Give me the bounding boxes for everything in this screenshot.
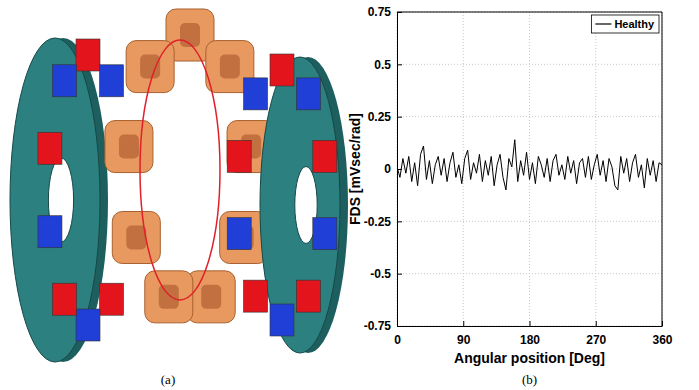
magnet: [100, 65, 124, 97]
x-tick-mark: [463, 321, 464, 326]
y-tick: 0.75: [368, 5, 402, 19]
panel-a-sketch: [10, 9, 348, 362]
magnet: [227, 140, 251, 172]
y-tick-label: 0: [384, 162, 391, 176]
y-tick-label: -0.75: [364, 319, 392, 333]
plot-marks: [397, 140, 662, 190]
grid: [397, 12, 662, 326]
y-tick-label: 0.75: [368, 5, 392, 19]
magnet: [270, 54, 294, 86]
y-axis-title: FDS [mVsec/rad]: [347, 113, 363, 225]
y-tick: 0.5: [374, 58, 402, 72]
stator-coil-core: [126, 226, 146, 250]
magnet: [244, 78, 268, 110]
y-tick-label: 0.5: [374, 58, 391, 72]
frame-top: [397, 12, 662, 13]
grid-line-y: [397, 12, 662, 13]
y-tick: 0.25: [368, 110, 402, 124]
x-tick: 270: [586, 321, 606, 347]
stator-coil-core: [140, 55, 160, 79]
x-axis-title: Angular position [Deg]: [454, 350, 605, 366]
panel-label: (b): [522, 372, 537, 387]
y-tick-mark: [397, 326, 402, 327]
legend-box: [591, 15, 659, 33]
frame-right: [662, 12, 663, 326]
grid-line-y: [397, 273, 662, 274]
y-tick: -0.75: [364, 319, 402, 333]
data-line: [397, 140, 662, 190]
magnet: [38, 216, 62, 248]
y-tick: -0.5: [370, 267, 402, 281]
magnet: [76, 39, 100, 71]
stator-coil: [105, 121, 153, 173]
x-tick: 180: [520, 321, 540, 347]
grid-line-x: [662, 12, 663, 326]
rotor-disc: [260, 57, 340, 353]
y-tick: 0: [384, 162, 402, 176]
y-tick-label: -0.5: [370, 267, 391, 281]
panel-label: (a): [161, 372, 175, 387]
magnet: [296, 78, 320, 110]
x-tick-label: 270: [586, 333, 606, 347]
magnet: [313, 218, 337, 250]
magnet: [52, 65, 76, 97]
magnet: [52, 283, 76, 315]
x-axis: 0 90 180 270 360: [394, 321, 673, 347]
stator-coil-core: [159, 285, 179, 309]
magnet: [270, 304, 294, 336]
y-tick-label: -0.25: [364, 215, 392, 229]
stator-coil-core: [201, 285, 221, 309]
legend-swatch: [595, 23, 611, 24]
legend: Healthy: [591, 15, 659, 33]
panel-b: 0 90 180 270 360 -0.75 -0.5 -0.25 0 0.25 0.5 0.75 An…: [347, 5, 673, 366]
magnet: [244, 280, 268, 312]
magnet: [38, 132, 62, 164]
x-tick: 90: [457, 321, 471, 347]
x-tick-mark: [596, 321, 597, 326]
x-tick-label: 0: [394, 333, 401, 347]
legend-label: Healthy: [614, 18, 655, 30]
figure: (a) 0 90 180 270 360 -0.75 -0.5 -0.25 0 0.25 0.5 0.7…: [0, 0, 699, 390]
magnet: [100, 283, 124, 315]
magnet: [227, 218, 251, 250]
stator-coil: [112, 212, 160, 264]
grid-line-y: [397, 64, 662, 65]
legend-item: Healthy: [595, 18, 655, 30]
y-tick-mark: [397, 274, 402, 275]
y-tick-label: 0.25: [368, 110, 392, 124]
y-axis: -0.75 -0.5 -0.25 0 0.25 0.5 0.75: [364, 5, 402, 333]
y-tick-mark: [397, 221, 402, 222]
y-tick: -0.25: [364, 215, 402, 229]
stator-coil: [187, 271, 235, 323]
x-tick-label: 180: [520, 333, 540, 347]
x-tick: 360: [652, 321, 672, 347]
rotor-disc: [10, 38, 100, 362]
y-tick-mark: [397, 117, 402, 118]
x-tick-label: 360: [652, 333, 672, 347]
y-tick-mark: [397, 64, 402, 65]
x-axis-line: [398, 326, 663, 327]
grid-line-y: [397, 116, 662, 117]
y-tick-mark: [397, 169, 402, 170]
stator-coil-core: [220, 55, 240, 79]
grid-line-y: [397, 169, 662, 170]
magnet: [296, 280, 320, 312]
stator-coil: [145, 271, 193, 323]
magnet: [76, 309, 100, 341]
x-tick-mark: [530, 321, 531, 326]
grid-line-y: [397, 221, 662, 222]
x-tick-label: 90: [457, 333, 471, 347]
path-curve: [140, 40, 220, 300]
magnet: [313, 140, 337, 172]
stator-coil-core: [119, 135, 139, 159]
